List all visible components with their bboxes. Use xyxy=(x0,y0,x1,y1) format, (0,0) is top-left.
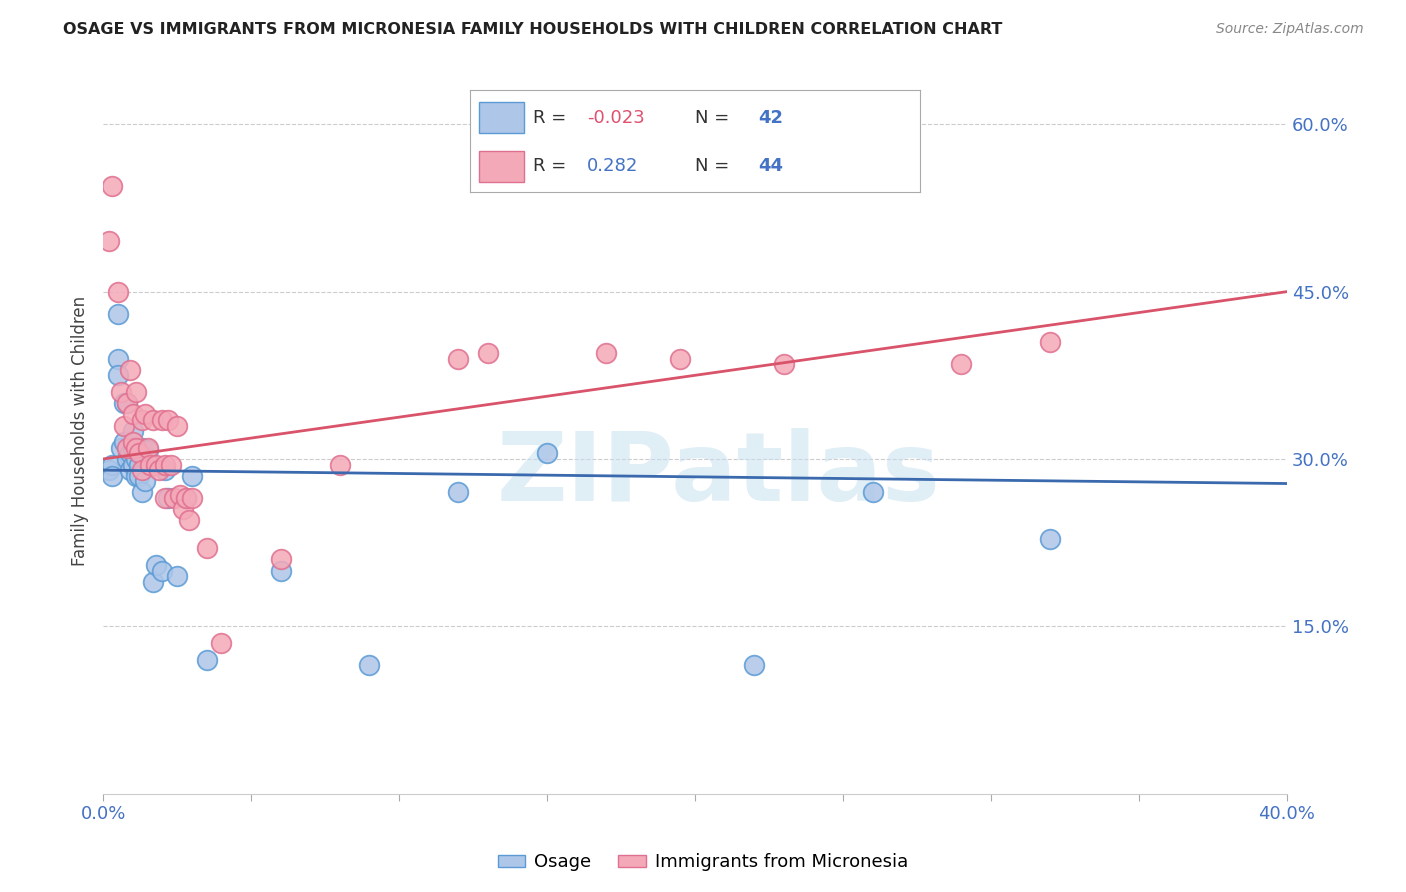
Point xyxy=(211,636,233,650)
Point xyxy=(98,463,121,477)
Point xyxy=(447,485,470,500)
Point xyxy=(166,569,188,583)
Point xyxy=(136,443,159,458)
Point xyxy=(270,552,292,566)
Point xyxy=(772,357,794,371)
Point xyxy=(134,408,156,422)
Point xyxy=(128,446,150,460)
Point xyxy=(131,441,153,455)
Text: ZIPatlas: ZIPatlas xyxy=(496,428,941,521)
Point xyxy=(115,396,138,410)
Point xyxy=(112,418,135,433)
Point xyxy=(329,458,352,472)
Point xyxy=(169,488,191,502)
Point xyxy=(148,463,170,477)
Point xyxy=(134,475,156,489)
Point xyxy=(862,485,884,500)
Point xyxy=(139,458,162,472)
Point xyxy=(166,418,188,433)
Point xyxy=(131,413,153,427)
Point xyxy=(112,396,135,410)
Point xyxy=(107,285,129,299)
Point xyxy=(163,491,186,505)
Point xyxy=(98,235,121,249)
Point xyxy=(121,458,143,472)
Point xyxy=(121,441,143,455)
Text: OSAGE VS IMMIGRANTS FROM MICRONESIA FAMILY HOUSEHOLDS WITH CHILDREN CORRELATION : OSAGE VS IMMIGRANTS FROM MICRONESIA FAMI… xyxy=(63,22,1002,37)
Point xyxy=(195,541,218,556)
Point xyxy=(112,435,135,450)
Point xyxy=(150,413,173,427)
Point xyxy=(669,351,692,366)
Point xyxy=(155,458,177,472)
Point xyxy=(160,458,183,472)
Legend: Osage, Immigrants from Micronesia: Osage, Immigrants from Micronesia xyxy=(491,847,915,879)
Point xyxy=(125,441,148,455)
Point xyxy=(125,385,148,400)
Point xyxy=(131,463,153,477)
Point xyxy=(150,564,173,578)
Point xyxy=(180,491,202,505)
Point xyxy=(270,564,292,578)
Point xyxy=(118,463,141,477)
Point xyxy=(110,385,132,400)
Point xyxy=(107,351,129,366)
Point xyxy=(115,396,138,410)
Point xyxy=(128,458,150,472)
Point xyxy=(142,413,165,427)
Point xyxy=(157,491,180,505)
Point xyxy=(172,502,194,516)
Point xyxy=(107,307,129,321)
Point xyxy=(536,446,558,460)
Point xyxy=(142,574,165,589)
Point xyxy=(115,441,138,455)
Point xyxy=(121,408,143,422)
Point xyxy=(195,653,218,667)
Point xyxy=(477,346,499,360)
Point xyxy=(101,178,124,193)
Point xyxy=(950,357,973,371)
Point xyxy=(174,491,197,505)
Point xyxy=(1039,533,1062,547)
Point xyxy=(136,441,159,455)
Point xyxy=(118,363,141,377)
Text: Source: ZipAtlas.com: Source: ZipAtlas.com xyxy=(1216,22,1364,37)
Point xyxy=(145,558,167,572)
Point xyxy=(359,658,381,673)
Point xyxy=(155,491,177,505)
Y-axis label: Family Households with Children: Family Households with Children xyxy=(72,296,89,566)
Point xyxy=(118,446,141,460)
Point xyxy=(139,458,162,472)
Point xyxy=(177,513,200,527)
Point xyxy=(125,468,148,483)
Point xyxy=(155,463,177,477)
Point xyxy=(121,424,143,438)
Point xyxy=(107,368,129,383)
Point xyxy=(101,458,124,472)
Point xyxy=(180,468,202,483)
Point xyxy=(128,468,150,483)
Point xyxy=(157,413,180,427)
Point xyxy=(101,468,124,483)
Point xyxy=(742,658,765,673)
Point xyxy=(145,458,167,472)
Point xyxy=(595,346,617,360)
Point xyxy=(174,491,197,505)
Point xyxy=(131,485,153,500)
Point xyxy=(125,452,148,467)
Point xyxy=(1039,334,1062,349)
Point xyxy=(121,435,143,450)
Point xyxy=(134,452,156,467)
Point xyxy=(110,441,132,455)
Point xyxy=(447,351,470,366)
Point xyxy=(115,452,138,467)
